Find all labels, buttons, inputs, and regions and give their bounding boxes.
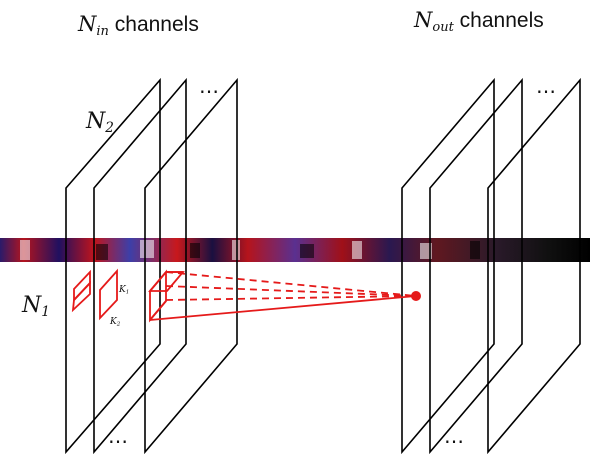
projection-lines (149, 271, 417, 321)
kernel-window-2 (99, 268, 118, 321)
k1-label: K1 (119, 285, 130, 296)
input-ellipsis-top: … (199, 74, 220, 98)
output-channel-frames (401, 77, 581, 455)
input-ellipsis-bottom: … (108, 424, 129, 448)
input-channels-label: Nin channels (78, 12, 199, 39)
output-channels-label: Nout channels (414, 8, 544, 35)
k2-label: K2 (110, 317, 121, 328)
n1-label: N1 (22, 293, 50, 321)
n2-label: N2 (86, 109, 114, 137)
input-channel-frames (65, 77, 238, 455)
output-ellipsis-bottom: … (444, 424, 465, 448)
output-ellipsis-top: … (536, 74, 557, 98)
output-pixel (411, 291, 421, 301)
kernel-windows (71, 268, 118, 321)
strip-texture (20, 240, 480, 260)
